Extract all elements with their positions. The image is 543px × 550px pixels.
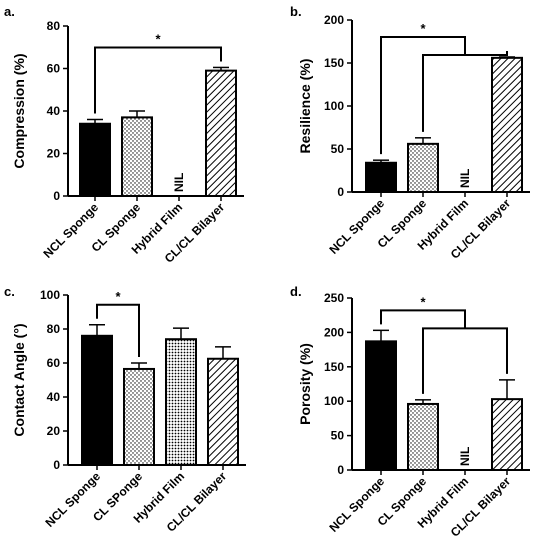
y-tick-label: 200 [324,325,344,339]
bar [205,69,237,197]
chart-panel-3: c. Contact Angle (°) 0 20 40 60 80 100 NCL Spong… [4,284,246,535]
y-axis-label: Resilience (%) [297,59,313,154]
panel-label: d. [290,284,302,299]
bar [407,402,439,471]
panel-label: b. [290,4,302,19]
y-tick-label: 200 [324,13,344,27]
bar [81,334,113,466]
y-tick-label: 0 [337,463,344,477]
y-tick-label: 100 [324,99,344,113]
y-tick-label: 250 [324,291,344,305]
nil-label: NIL [458,447,472,466]
significance-bracket: * [380,21,508,155]
nil-label: NIL [172,173,186,192]
category-label: NCL Sponge [326,474,387,535]
significance-label: * [420,294,426,309]
bar [165,338,197,467]
bar [121,116,153,197]
significance-label: * [155,31,161,46]
category-label: NCL Sponge [326,196,387,257]
bar [79,122,111,197]
significance-label: * [115,289,121,304]
significance-bracket: * [94,31,222,114]
y-tick-label: 0 [53,189,60,203]
y-tick-label: 40 [47,104,61,118]
y-tick-label: 60 [47,356,61,370]
bar [123,367,155,467]
y-tick-label: 20 [47,147,61,161]
y-tick-label: 0 [53,458,60,472]
y-tick-label: 50 [331,429,345,443]
y-axis-label: Compression (%) [11,53,27,168]
panel-label: c. [4,284,15,299]
category-label: NCL Sponge [42,469,103,530]
bar [491,56,523,194]
y-tick-label: 50 [331,142,345,156]
y-tick-label: 80 [47,19,61,33]
bar [207,357,239,466]
y-axis-label: Porosity (%) [297,343,313,425]
y-tick-label: 40 [47,390,61,404]
significance-label: * [420,21,426,36]
bar [407,142,439,193]
significance-bracket: * [380,294,508,394]
y-tick-label: 100 [40,288,60,302]
y-tick-label: 80 [47,322,61,336]
y-tick-label: 150 [324,56,344,70]
significance-bracket: * [96,289,140,357]
bar [365,161,397,193]
y-tick-label: 100 [324,394,344,408]
bar [491,398,523,471]
nil-label: NIL [458,169,472,188]
panel-label: a. [4,4,15,19]
y-tick-label: 150 [324,360,344,374]
y-tick-label: 0 [337,185,344,199]
bar [365,340,397,471]
y-axis-label: Contact Angle (°) [11,323,27,436]
y-tick-label: 60 [47,62,61,76]
y-tick-label: 20 [47,424,61,438]
category-label: NCL Sponge [40,200,101,261]
